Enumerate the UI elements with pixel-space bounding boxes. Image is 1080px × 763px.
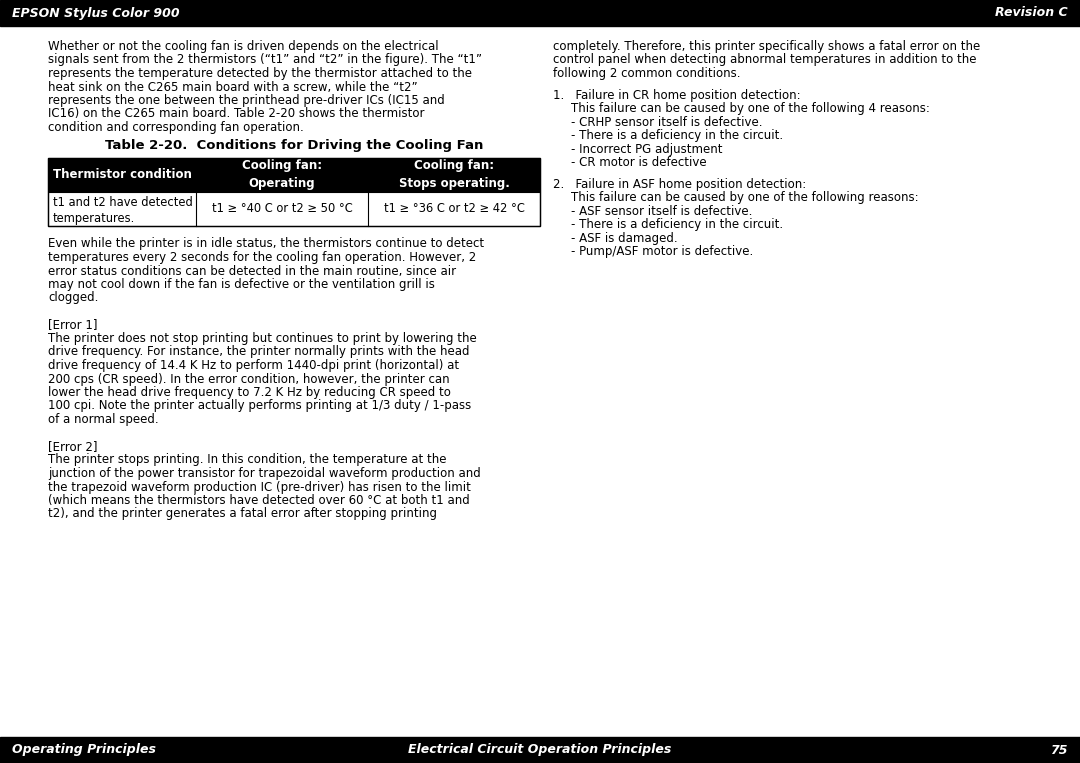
Text: [Error 2]: [Error 2] [48, 440, 97, 453]
Text: Revision C: Revision C [996, 7, 1068, 20]
Text: [Error 1]: [Error 1] [48, 318, 97, 331]
Text: Even while the printer is in idle status, the thermistors continue to detect: Even while the printer is in idle status… [48, 237, 484, 250]
Text: Cooling fan:
Stops operating.: Cooling fan: Stops operating. [399, 159, 510, 189]
Text: - CRHP sensor itself is defective.: - CRHP sensor itself is defective. [571, 116, 762, 129]
Text: represents the temperature detected by the thermistor attached to the: represents the temperature detected by t… [48, 67, 472, 80]
Text: - There is a deficiency in the circuit.: - There is a deficiency in the circuit. [571, 129, 783, 142]
Text: - ASF sensor itself is defective.: - ASF sensor itself is defective. [571, 204, 753, 217]
Text: t1 ≥ °40 C or t2 ≥ 50 °C: t1 ≥ °40 C or t2 ≥ 50 °C [212, 202, 352, 215]
Text: Cooling fan:
Operating: Cooling fan: Operating [242, 159, 322, 189]
Text: control panel when detecting abnormal temperatures in addition to the: control panel when detecting abnormal te… [553, 53, 976, 66]
Text: lower the head drive frequency to 7.2 K Hz by reducing CR speed to: lower the head drive frequency to 7.2 K … [48, 386, 450, 399]
Text: Operating Principles: Operating Principles [12, 743, 156, 756]
Text: - CR motor is defective: - CR motor is defective [571, 156, 706, 169]
Text: junction of the power transistor for trapezoidal waveform production and: junction of the power transistor for tra… [48, 467, 481, 480]
Text: The printer does not stop printing but continues to print by lowering the: The printer does not stop printing but c… [48, 332, 476, 345]
Text: Table 2-20.  Conditions for Driving the Cooling Fan: Table 2-20. Conditions for Driving the C… [105, 140, 483, 153]
Bar [48, 157, 540, 226]
Text: clogged.: clogged. [48, 291, 98, 304]
Text: The printer stops printing. In this condition, the temperature at the: The printer stops printing. In this cond… [48, 453, 446, 466]
Text: 100 cpi. Note the printer actually performs printing at 1/3 duty / 1-pass: 100 cpi. Note the printer actually perfo… [48, 400, 471, 413]
Text: temperatures every 2 seconds for the cooling fan operation. However, 2: temperatures every 2 seconds for the coo… [48, 251, 476, 264]
Bar [0, 0, 1080, 26]
Text: signals sent from the 2 thermistors (“t1” and “t2” in the figure). The “t1”: signals sent from the 2 thermistors (“t1… [48, 53, 482, 66]
Text: may not cool down if the fan is defective or the ventilation grill is: may not cool down if the fan is defectiv… [48, 278, 435, 291]
Text: EPSON Stylus Color 900: EPSON Stylus Color 900 [12, 7, 179, 20]
Text: drive frequency of 14.4 K Hz to perform 1440-dpi print (horizontal) at: drive frequency of 14.4 K Hz to perform … [48, 359, 459, 372]
Bar [0, 737, 1080, 763]
Text: 200 cps (CR speed). In the error condition, however, the printer can: 200 cps (CR speed). In the error conditi… [48, 372, 449, 385]
Text: t1 ≥ °36 C or t2 ≥ 42 °C: t1 ≥ °36 C or t2 ≥ 42 °C [383, 202, 525, 215]
Text: Whether or not the cooling fan is driven depends on the electrical: Whether or not the cooling fan is driven… [48, 40, 438, 53]
Text: drive frequency. For instance, the printer normally prints with the head: drive frequency. For instance, the print… [48, 346, 470, 359]
Text: represents the one between the printhead pre-driver ICs (IC15 and: represents the one between the printhead… [48, 94, 445, 107]
Bar [48, 192, 540, 226]
Text: Thermistor condition: Thermistor condition [53, 168, 191, 181]
Text: t2), and the printer generates a fatal error after stopping printing: t2), and the printer generates a fatal e… [48, 507, 437, 520]
Text: condition and corresponding fan operation.: condition and corresponding fan operatio… [48, 121, 303, 134]
Text: 1.   Failure in CR home position detection:: 1. Failure in CR home position detection… [553, 89, 800, 101]
Text: error status conditions can be detected in the main routine, since air: error status conditions can be detected … [48, 265, 456, 278]
Text: This failure can be caused by one of the following 4 reasons:: This failure can be caused by one of the… [571, 102, 930, 115]
Text: 75: 75 [1051, 743, 1068, 756]
Text: of a normal speed.: of a normal speed. [48, 413, 159, 426]
Text: IC16) on the C265 main board. Table 2-20 shows the thermistor: IC16) on the C265 main board. Table 2-20… [48, 108, 424, 121]
Text: completely. Therefore, this printer specifically shows a fatal error on the: completely. Therefore, this printer spec… [553, 40, 981, 53]
Text: Electrical Circuit Operation Principles: Electrical Circuit Operation Principles [408, 743, 672, 756]
Bar [48, 157, 540, 192]
Text: This failure can be caused by one of the following reasons:: This failure can be caused by one of the… [571, 192, 919, 204]
Text: 2.   Failure in ASF home position detection:: 2. Failure in ASF home position detectio… [553, 178, 807, 191]
Text: - Pump/ASF motor is defective.: - Pump/ASF motor is defective. [571, 245, 753, 258]
Text: - ASF is damaged.: - ASF is damaged. [571, 232, 677, 245]
Text: heat sink on the C265 main board with a screw, while the “t2”: heat sink on the C265 main board with a … [48, 81, 418, 94]
Text: following 2 common conditions.: following 2 common conditions. [553, 67, 741, 80]
Text: t1 and t2 have detected
temperatures.: t1 and t2 have detected temperatures. [53, 195, 192, 225]
Text: - Incorrect PG adjustment: - Incorrect PG adjustment [571, 143, 723, 156]
Text: (which means the thermistors have detected over 60 °C at both t1 and: (which means the thermistors have detect… [48, 494, 470, 507]
Text: - There is a deficiency in the circuit.: - There is a deficiency in the circuit. [571, 218, 783, 231]
Text: the trapezoid waveform production IC (pre-driver) has risen to the limit: the trapezoid waveform production IC (pr… [48, 481, 471, 494]
